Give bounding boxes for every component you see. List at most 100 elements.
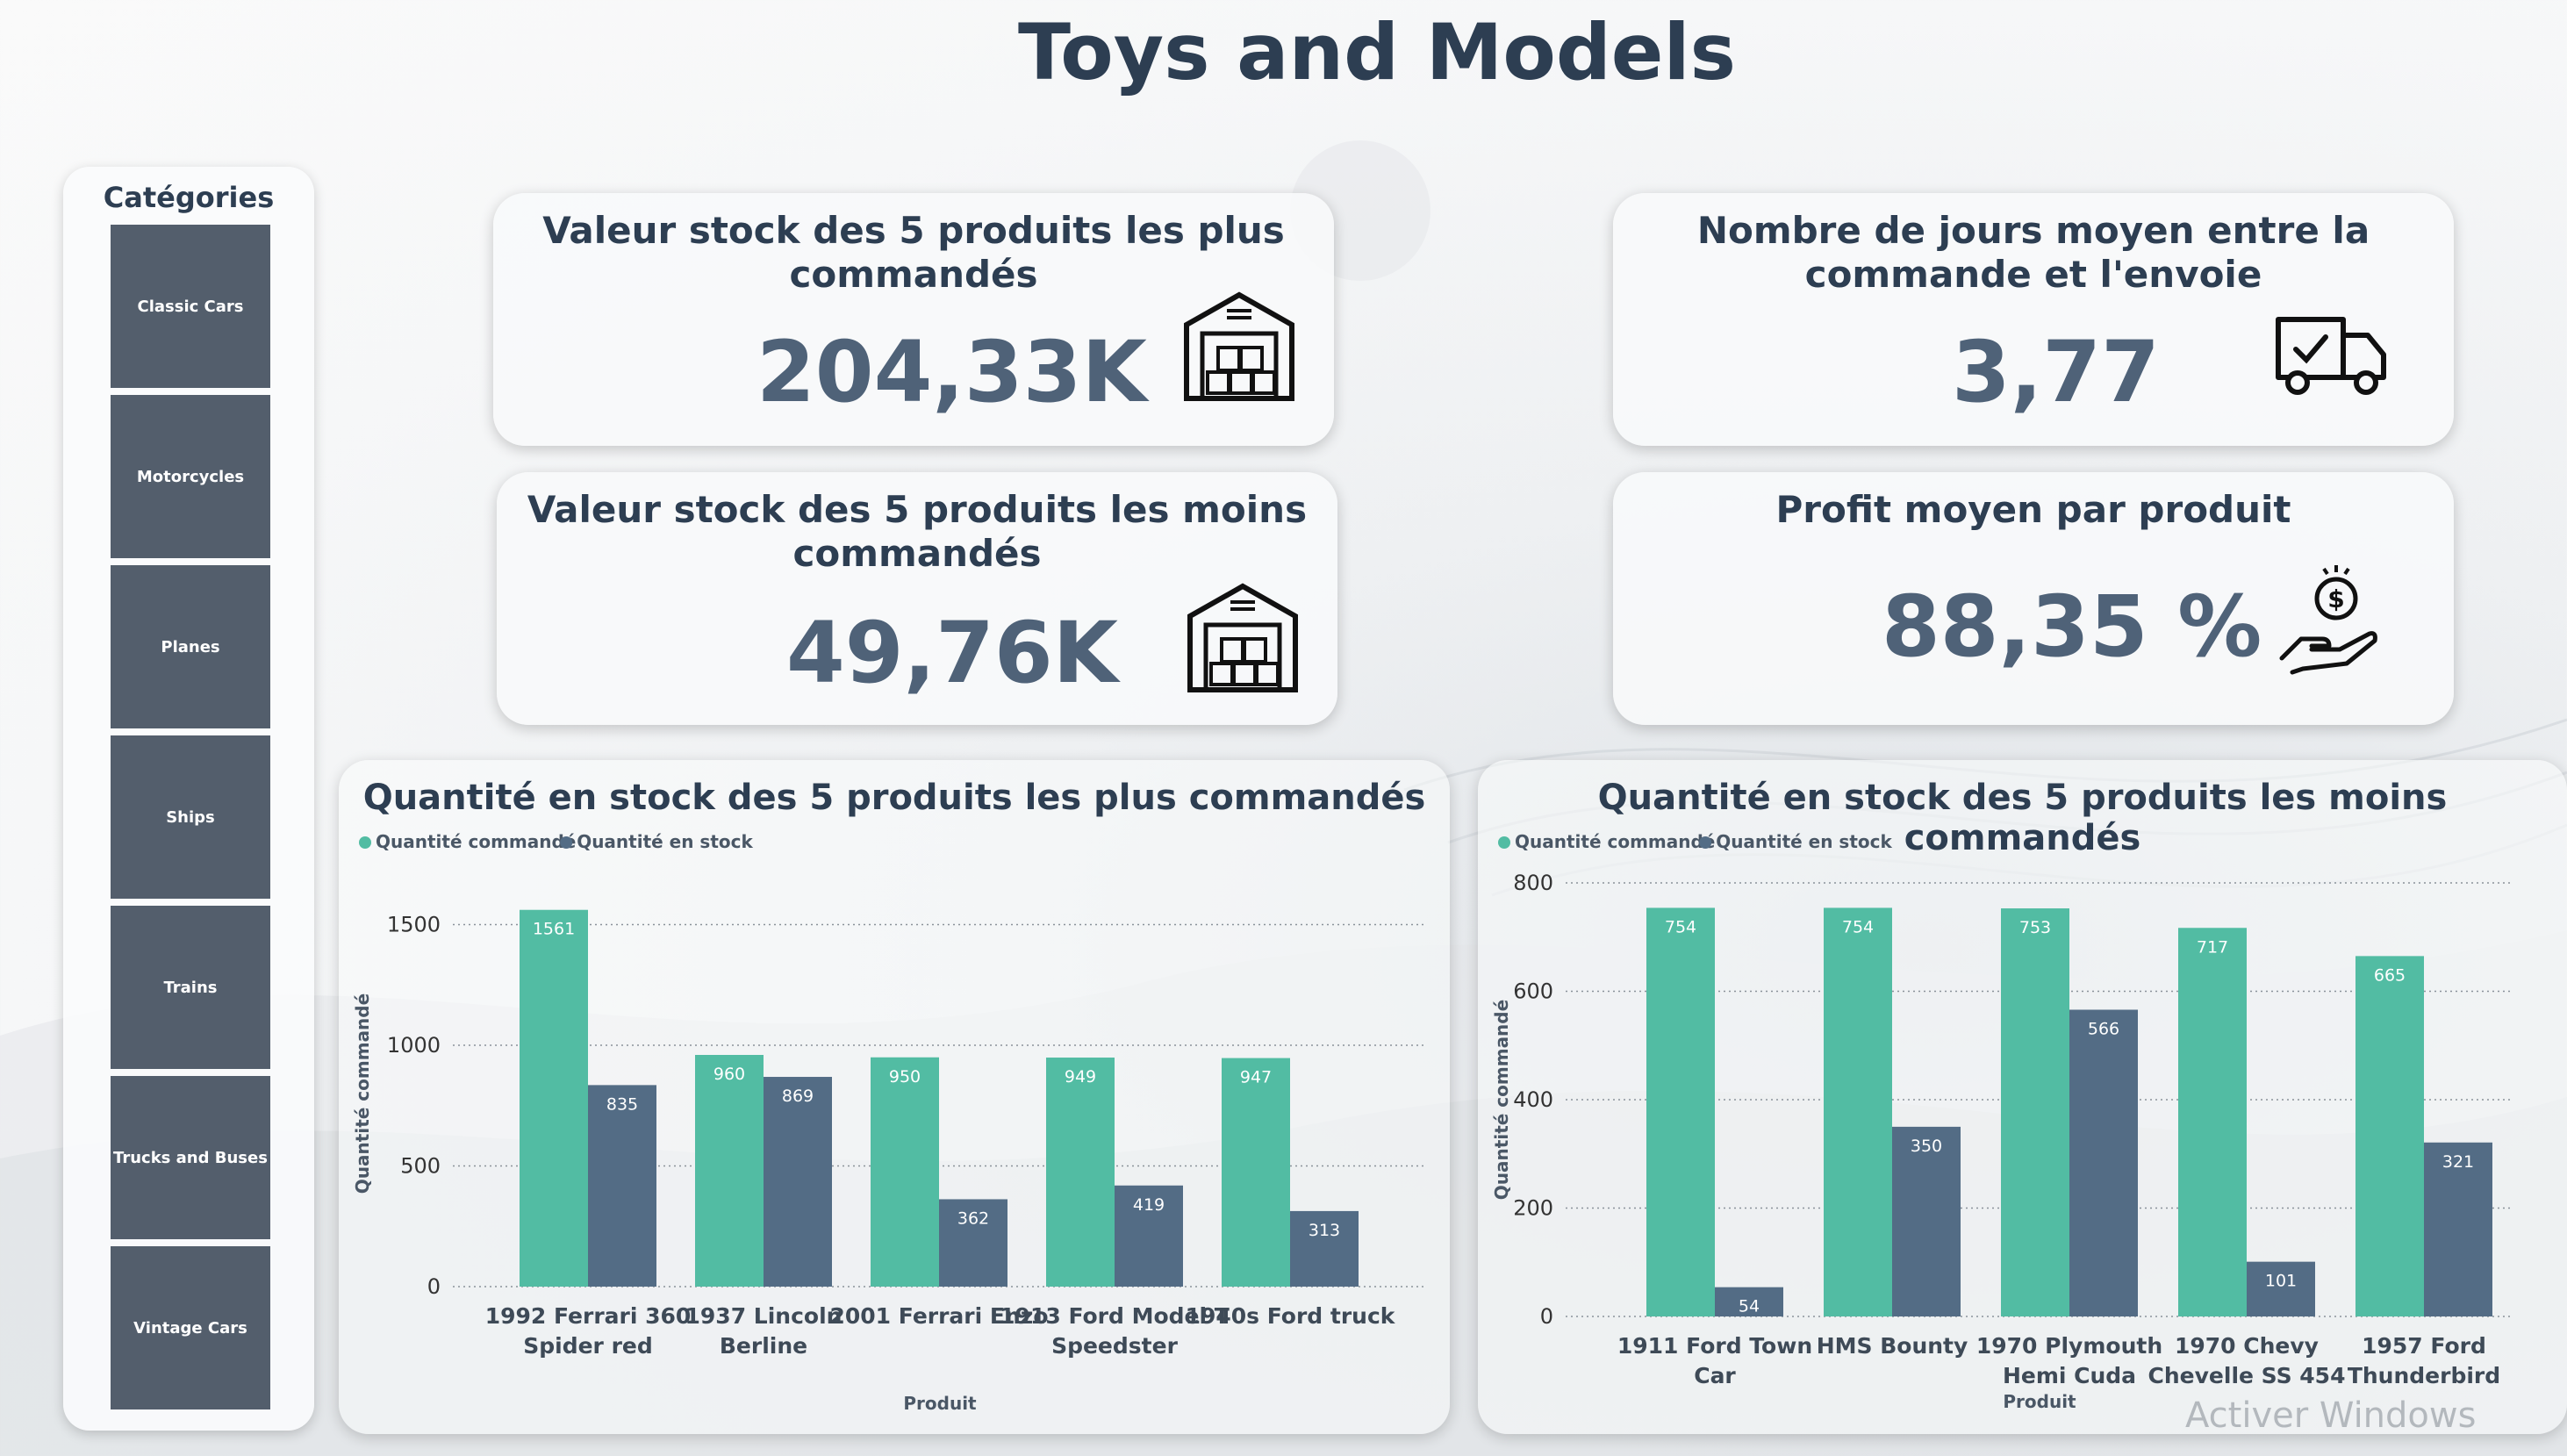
kpi-title: Profit moyen par produit	[1775, 488, 2291, 531]
category-classic-cars-button[interactable]: Classic Cars	[111, 225, 270, 388]
chart-top-products-card: Quantité en stock des 5 produits les plu…	[339, 760, 1450, 1434]
y-tick-label: 500	[400, 1154, 441, 1179]
kpi-value: 49,76K	[786, 604, 1119, 702]
x-tick-label: 1957 Ford	[2362, 1333, 2486, 1359]
x-tick-label: 1937 Lincoln	[685, 1303, 843, 1329]
x-tick-label: 1970 Plymouth	[1976, 1333, 2162, 1359]
data-label: 950	[889, 1067, 921, 1087]
bar	[588, 1085, 656, 1287]
data-label: 960	[713, 1065, 745, 1084]
page-title: Toys and Models	[1017, 7, 1737, 97]
categories-slicer: Catégories Classic Cars Motorcycles Plan…	[63, 167, 314, 1431]
x-tick-label: 1970 Chevy	[2175, 1333, 2319, 1359]
y-tick-label: 400	[1513, 1087, 1553, 1112]
x-tick-label: Berline	[720, 1333, 807, 1359]
kpi-card-avg-profit: Profit moyen par produit 88,35 % $	[1613, 472, 2454, 725]
category-trucks-and-buses-button[interactable]: Trucks and Buses	[111, 1076, 270, 1239]
data-label: 362	[957, 1209, 989, 1228]
y-tick-label: 1000	[387, 1033, 441, 1058]
legend-marker	[359, 836, 371, 849]
bar	[1892, 1126, 1961, 1316]
data-label: 869	[782, 1087, 814, 1106]
data-label: 101	[2265, 1272, 2297, 1291]
kpi-title: Valeur stock des 5 produits les moins co…	[527, 488, 1308, 575]
x-tick-label: Car	[1694, 1363, 1736, 1388]
legend-marker	[560, 836, 573, 849]
y-axis-label: Quantité commandé	[1491, 1000, 1512, 1200]
bar	[764, 1077, 832, 1287]
bar	[2247, 1261, 2315, 1316]
bar	[1222, 1058, 1290, 1287]
x-tick-label: 1940s Ford truck	[1186, 1303, 1396, 1329]
data-label: 1561	[533, 920, 575, 939]
bar	[1715, 1287, 1783, 1316]
data-label: 754	[1842, 917, 1874, 936]
y-tick-label: 0	[427, 1274, 441, 1299]
data-label: 321	[2442, 1152, 2474, 1172]
data-label: 665	[2374, 965, 2406, 985]
data-label: 313	[1309, 1221, 1340, 1240]
data-label: 949	[1065, 1067, 1096, 1087]
kpi-card-top-stock-value: Valeur stock des 5 produits les plus com…	[493, 193, 1334, 446]
y-tick-label: 0	[1540, 1304, 1553, 1329]
data-label: 350	[1911, 1137, 1942, 1156]
data-label: 566	[2088, 1019, 2119, 1038]
bar	[2355, 956, 2424, 1316]
kpi-title: Valeur stock des 5 produits les plus com…	[542, 209, 1285, 296]
warehouse-icon	[1184, 291, 1294, 401]
x-tick-label: Hemi Cuda	[2003, 1363, 2136, 1388]
chart-title: Quantité en stock des 5 produits les moi…	[1597, 778, 2448, 858]
legend-marker	[1498, 836, 1510, 849]
category-vintage-cars-button[interactable]: Vintage Cars	[111, 1246, 270, 1409]
x-tick-label: Speedster	[1051, 1333, 1178, 1359]
y-tick-label: 800	[1513, 871, 1553, 895]
kpi-value: 204,33K	[756, 323, 1147, 421]
data-label: 754	[1665, 917, 1696, 936]
legend-label: Quantité en stock	[577, 831, 753, 852]
x-tick-label: 1913 Ford Model T	[1000, 1303, 1230, 1329]
legend-label: Quantité commandé	[376, 831, 576, 852]
legend-label: Quantité commandé	[1515, 831, 1715, 852]
bar	[939, 1199, 1007, 1287]
y-tick-label: 1500	[387, 913, 441, 937]
category-planes-button[interactable]: Planes	[111, 565, 270, 728]
bar	[871, 1057, 939, 1287]
y-axis-label: Quantité commandé	[352, 993, 373, 1194]
bar	[1824, 907, 1892, 1316]
x-tick-label: Spider red	[523, 1333, 653, 1359]
x-axis-label: Produit	[903, 1393, 977, 1414]
data-label: 54	[1739, 1297, 1760, 1316]
kpi-card-avg-days: Nombre de jours moyen entre la commande …	[1613, 193, 2454, 446]
bar	[2178, 928, 2247, 1316]
windows-activation-watermark: Activer Windows	[2185, 1395, 2477, 1436]
bar	[2069, 1009, 2138, 1316]
kpi-value: 3,77	[1952, 323, 2160, 421]
chart-bottom-products-card: Quantité en stock des 5 produits les moi…	[1478, 760, 2567, 1434]
kpi-title: Nombre de jours moyen entre la commande …	[1696, 209, 2370, 296]
bar	[1046, 1058, 1115, 1287]
data-label: 753	[2019, 918, 2051, 937]
category-motorcycles-button[interactable]: Motorcycles	[111, 395, 270, 558]
x-tick-label: HMS Bounty	[1817, 1333, 1968, 1359]
x-tick-label: Thunderbird	[2348, 1363, 2500, 1388]
bar	[1115, 1185, 1183, 1287]
category-ships-button[interactable]: Ships	[111, 735, 270, 899]
bar	[695, 1055, 764, 1287]
bar	[2424, 1142, 2492, 1316]
bar	[1290, 1210, 1359, 1287]
delivery-truck-icon	[2276, 317, 2386, 395]
kpi-value: 88,35 %	[1882, 577, 2262, 676]
bar	[520, 909, 588, 1287]
warehouse-icon	[1187, 583, 1298, 692]
category-trains-button[interactable]: Trains	[111, 906, 270, 1069]
kpi-card-bottom-stock-value: Valeur stock des 5 produits les moins co…	[497, 472, 1337, 725]
chart-top-products: Quantité commandé Quantité en stock050010…	[352, 831, 1427, 1414]
bar	[2001, 908, 2069, 1316]
y-tick-label: 600	[1513, 979, 1553, 1004]
categories-title: Catégories	[103, 181, 275, 214]
svg-text:$: $	[2327, 585, 2344, 613]
chart-title: Quantité en stock des 5 produits les plu…	[362, 778, 1426, 818]
data-label: 947	[1240, 1068, 1272, 1087]
legend-label: Quantité en stock	[1716, 831, 1892, 852]
legend-marker	[1699, 836, 1712, 849]
